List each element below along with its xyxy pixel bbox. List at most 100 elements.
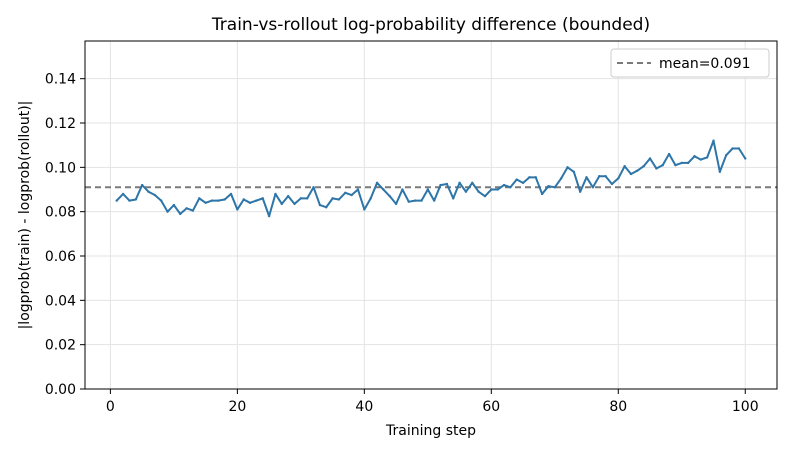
x-axis-ticks: 0 20 40 60 80 100 — [106, 389, 759, 415]
data-point — [680, 161, 683, 165]
data-point — [236, 208, 239, 211]
y-tick-label: 0.06 — [45, 249, 76, 265]
data-point — [274, 192, 277, 196]
data-point — [369, 197, 372, 200]
data-point — [407, 200, 410, 203]
data-point — [121, 192, 125, 196]
data-point — [534, 176, 537, 179]
chart-title: Train-vs-rollout log-probability differe… — [211, 15, 650, 35]
series-line — [115, 139, 747, 218]
data-point — [490, 188, 493, 191]
data-point — [363, 208, 366, 211]
data-point — [667, 152, 671, 156]
data-point — [718, 170, 722, 173]
y-tick-label: 0.08 — [45, 205, 76, 221]
data-point — [261, 197, 264, 200]
data-point — [229, 192, 233, 196]
data-point — [115, 199, 118, 202]
plot-frame — [84, 40, 778, 390]
data-point — [439, 183, 442, 187]
y-tick-label: 0.10 — [45, 160, 76, 176]
data-point — [159, 199, 163, 202]
data-point — [471, 181, 474, 185]
data-point — [445, 182, 449, 186]
data-point — [585, 176, 588, 179]
legend-box — [610, 48, 770, 78]
data-point — [744, 157, 747, 160]
data-point — [528, 176, 531, 179]
data-point — [217, 199, 220, 202]
data-point — [458, 181, 461, 185]
data-point — [686, 161, 690, 165]
data-point — [147, 190, 150, 193]
data-point — [420, 199, 423, 202]
data-point — [331, 197, 334, 200]
data-point — [140, 183, 144, 187]
data-point — [255, 199, 258, 202]
x-tick-label: 60 — [482, 399, 500, 415]
data-point — [572, 170, 576, 173]
data-point — [388, 194, 391, 198]
data-point — [496, 188, 499, 191]
data-point — [280, 202, 284, 206]
data-point — [636, 169, 639, 172]
x-axis-label: Training step — [385, 423, 476, 439]
data-point — [293, 202, 296, 206]
data-point — [617, 177, 620, 180]
data-point — [547, 184, 550, 188]
x-tick-label: 100 — [732, 399, 759, 415]
data-point — [306, 197, 309, 200]
data-point — [267, 214, 271, 218]
data-point — [705, 156, 709, 159]
y-tick-label: 0.04 — [45, 293, 76, 309]
data-point — [204, 201, 207, 205]
data-point — [401, 188, 404, 191]
data-point — [674, 163, 677, 167]
data-point — [623, 165, 626, 168]
data-point — [426, 188, 430, 191]
data-point — [540, 192, 544, 196]
data-point — [655, 167, 658, 170]
x-tick-label: 20 — [228, 399, 246, 415]
data-point — [350, 193, 353, 197]
x-tick-label: 40 — [355, 399, 373, 415]
data-point — [502, 183, 506, 187]
y-tick-label: 0.00 — [45, 382, 76, 398]
data-point — [299, 197, 303, 200]
data-point — [566, 166, 569, 169]
data-point — [693, 155, 696, 158]
data-point — [521, 181, 525, 185]
data-point — [242, 198, 245, 201]
data-point — [166, 210, 169, 213]
legend: mean=0.091 — [610, 48, 770, 78]
data-point — [128, 199, 131, 202]
data-point — [604, 175, 607, 178]
data-point — [483, 194, 487, 198]
data-point — [172, 203, 176, 207]
data-point — [286, 194, 290, 198]
data-point — [642, 165, 645, 168]
data-point — [394, 202, 398, 206]
data-point — [610, 182, 614, 186]
data-point — [515, 178, 518, 181]
data-point — [553, 186, 556, 189]
data-point — [725, 153, 728, 157]
data-point — [559, 177, 563, 180]
y-axis-ticks: 0.00 0.02 0.04 0.06 0.08 0.10 0.12 0.14 — [45, 72, 85, 398]
data-point — [432, 199, 436, 202]
data-point — [661, 163, 664, 167]
data-point — [578, 190, 582, 193]
data-point — [629, 172, 633, 176]
data-point — [198, 197, 201, 200]
data-point — [598, 175, 601, 178]
y-axis-label: |logprob(train) - logprob(rollout)| — [17, 101, 33, 330]
data-point — [223, 198, 226, 201]
data-point — [382, 188, 385, 191]
data-point — [509, 186, 512, 189]
data-point — [134, 198, 137, 201]
data-point — [464, 190, 468, 193]
y-tick-label: 0.12 — [45, 116, 76, 132]
data-point — [648, 157, 652, 160]
